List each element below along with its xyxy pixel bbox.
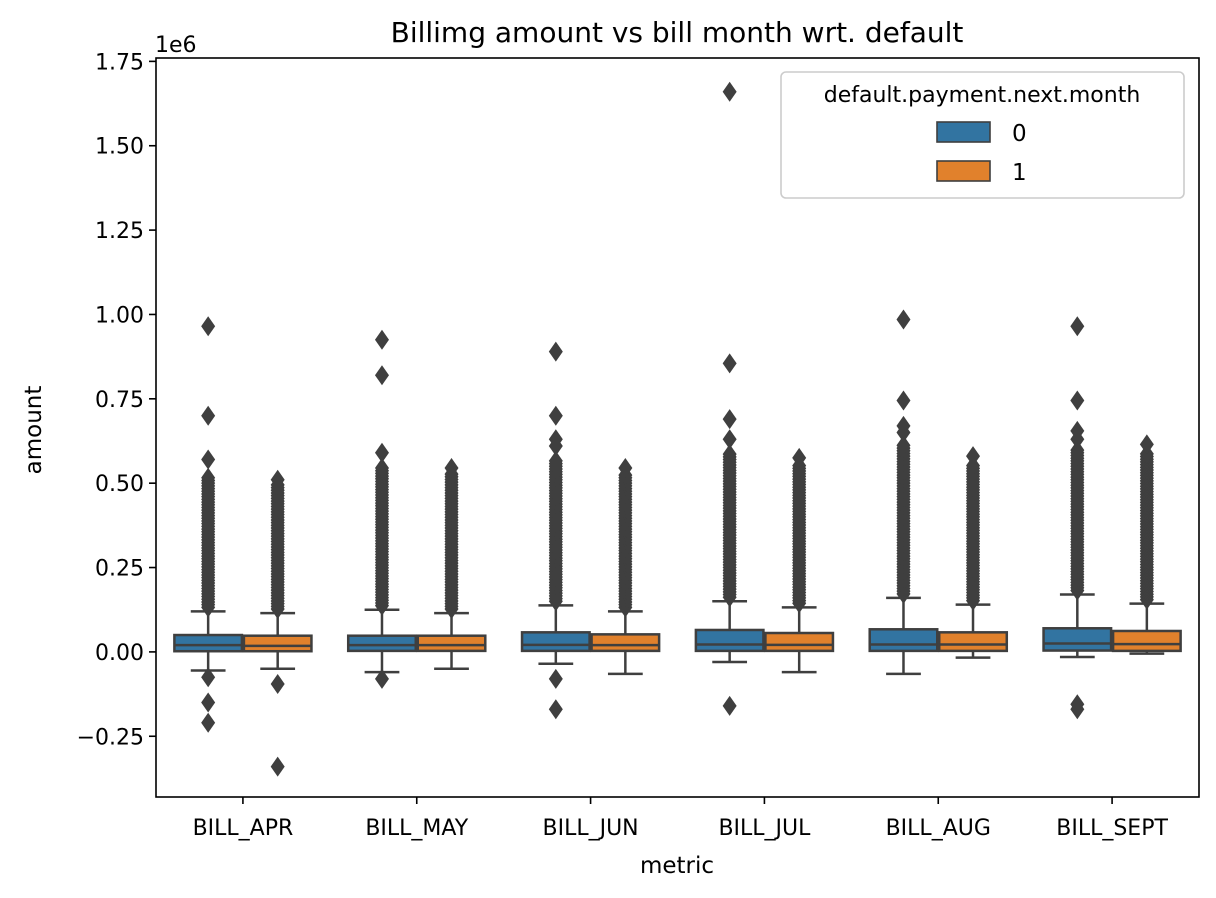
legend-label-0: 0 (1012, 121, 1027, 147)
iqr-box (520, 631, 591, 653)
outlier-point (548, 699, 563, 720)
outlier-point (1070, 390, 1085, 411)
y-tick-label: 0.50 (95, 472, 144, 497)
box-bill_apr-series-0 (173, 316, 244, 733)
legend-title: default.payment.next.month (824, 83, 1141, 108)
iqr-box (346, 634, 418, 653)
outlier-point (896, 435, 911, 456)
plot-area (173, 81, 1182, 777)
outlier-point (722, 429, 737, 450)
box-bill_jun-series-1 (590, 457, 661, 676)
outlier-point (374, 442, 389, 463)
chart-title: Billimg amount vs bill month wrt. defaul… (391, 16, 964, 49)
outlier-point (966, 446, 981, 467)
box-bill_sept-series-1 (1111, 434, 1182, 655)
iqr-box (1111, 629, 1182, 653)
iqr-box (938, 631, 1009, 653)
y-tick-label: 1.25 (95, 219, 144, 244)
outlier-point (618, 457, 633, 478)
iqr-box (590, 633, 661, 653)
box-bill_may-series-0 (346, 329, 418, 689)
outlier-point (896, 309, 911, 330)
outlier-point (270, 469, 285, 490)
y-tick-label: 1.75 (95, 50, 144, 75)
x-tick-label: BILL_JUL (718, 816, 811, 841)
box-bill_apr-series-1 (242, 469, 313, 777)
outlier-point (374, 365, 389, 386)
outlier-point (1070, 440, 1085, 461)
outlier-point (201, 449, 216, 470)
y-tick-label: 1.00 (95, 303, 144, 328)
box-bill_aug-series-1 (938, 446, 1009, 659)
iqr-box (242, 634, 313, 653)
outlier-point (548, 429, 563, 450)
iqr-box (1042, 627, 1113, 652)
outlier-point (548, 668, 563, 689)
outlier-point (374, 329, 389, 350)
outlier-point (201, 467, 216, 488)
legend-label-1: 1 (1012, 160, 1027, 186)
box-bill_jun-series-0 (520, 341, 591, 720)
box-bill_may-series-1 (416, 457, 487, 671)
y-tick-label: 0.00 (95, 641, 144, 666)
axes-frame (155, 57, 1200, 798)
x-tick-label: BILL_JUN (543, 816, 639, 841)
x-tick-label: BILL_AUG (886, 816, 991, 841)
box-bill_sept-series-0 (1042, 316, 1113, 720)
outlier-point (548, 450, 563, 471)
x-axis-ticks: BILL_APR BILL_MAY BILL_JUN BILL_JUL BILL_AUG… (193, 797, 1168, 841)
outlier-point (201, 692, 216, 713)
legend-swatch-1 (936, 160, 991, 182)
x-axis-label: metric (640, 853, 714, 879)
y-axis-label: amount (21, 386, 47, 475)
y-tick-label: 0.25 (95, 557, 144, 582)
x-tick-label: BILL_MAY (365, 816, 468, 841)
iqr-box (173, 633, 244, 653)
legend: default.payment.next.month 0 1 (780, 71, 1185, 199)
outlier-point (792, 447, 807, 468)
outlier-point (270, 756, 285, 777)
outlier-point (201, 405, 216, 426)
x-tick-label: BILL_SEPT (1056, 816, 1168, 841)
outlier-point (1070, 699, 1085, 720)
outlier-point (896, 415, 911, 436)
outlier-point (201, 667, 216, 688)
y-axis-ticks: −0.25 0.00 0.25 0.50 0.75 1.00 1.25 1.50 1.75 (77, 50, 156, 750)
outlier-point (548, 405, 563, 426)
outlier-point (444, 457, 459, 478)
outlier-point (374, 457, 389, 478)
outlier-point (1070, 316, 1085, 337)
outlier-point (722, 409, 737, 430)
iqr-box (868, 628, 939, 653)
outlier-point (1070, 420, 1085, 441)
outlier-point (374, 668, 389, 689)
y-tick-label: 0.75 (95, 388, 144, 413)
outlier-point (722, 81, 737, 102)
outlier-point (722, 353, 737, 374)
x-tick-label: BILL_APR (193, 816, 294, 841)
box-bill_jul-series-1 (764, 447, 835, 674)
y-axis-scale-label: 1e6 (155, 33, 197, 58)
outlier-point (548, 341, 563, 362)
y-tick-label: −0.25 (77, 725, 144, 750)
iqr-box (764, 631, 835, 653)
outlier-point (201, 316, 216, 337)
y-tick-label: 1.50 (95, 135, 144, 160)
outlier-point (270, 673, 285, 694)
box-bill_jul-series-0 (694, 81, 765, 716)
iqr-box (694, 628, 765, 653)
legend-swatch-0 (936, 121, 991, 143)
box-bill_aug-series-0 (868, 309, 939, 676)
outlier-point (896, 390, 911, 411)
outlier-point (722, 444, 737, 465)
outlier-point (201, 712, 216, 733)
iqr-box (416, 634, 487, 653)
outlier-point (722, 695, 737, 716)
outlier-point (1139, 434, 1154, 455)
